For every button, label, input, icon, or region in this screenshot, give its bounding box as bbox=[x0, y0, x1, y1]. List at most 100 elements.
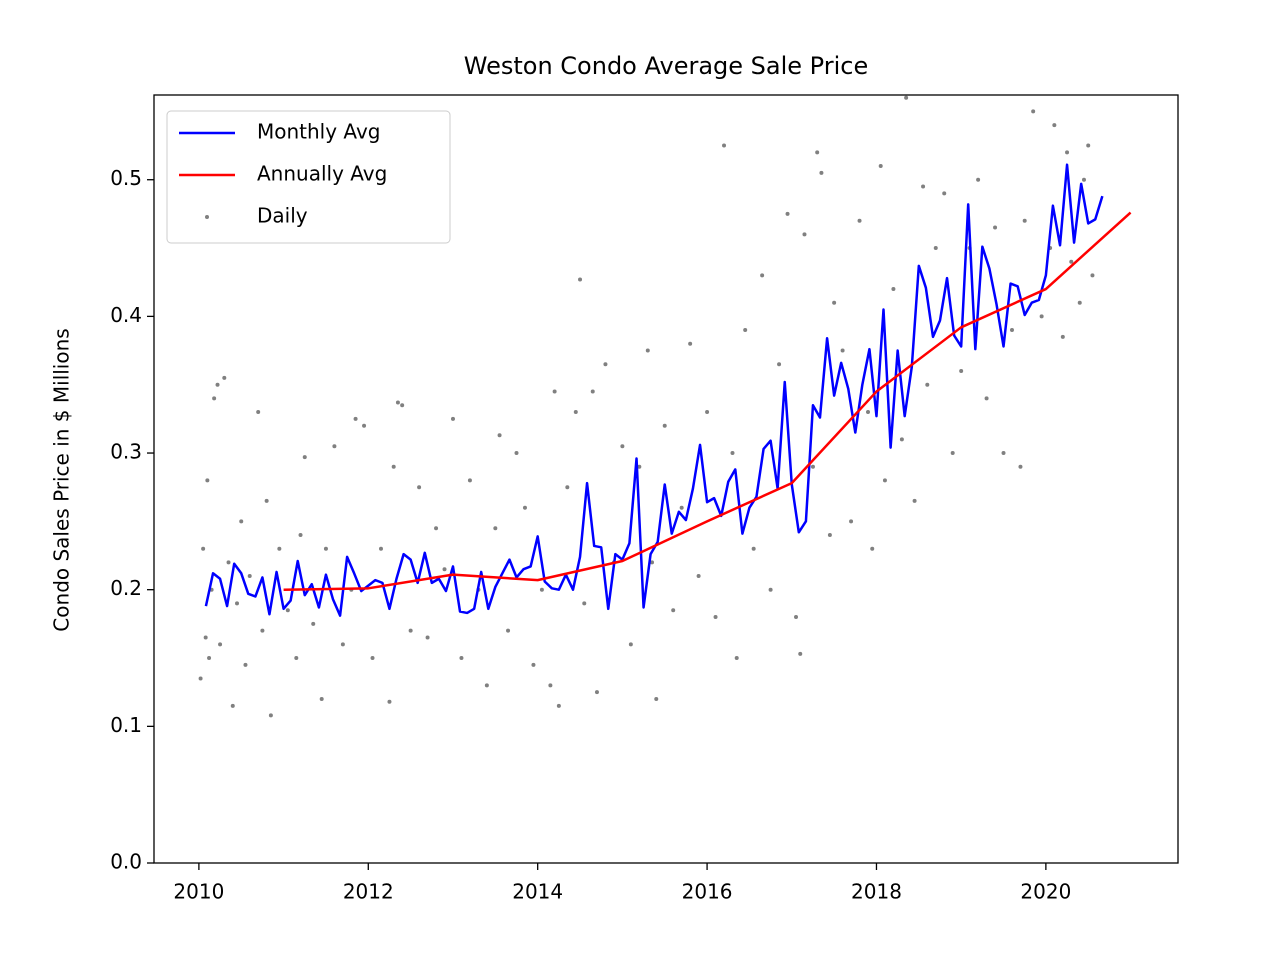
daily-point bbox=[218, 642, 223, 647]
daily-point bbox=[573, 410, 578, 415]
daily-point bbox=[268, 713, 273, 718]
legend-label: Annually Avg bbox=[257, 162, 387, 186]
daily-point bbox=[650, 560, 655, 565]
daily-point bbox=[1039, 314, 1044, 319]
daily-point bbox=[362, 423, 367, 428]
y-tick-label: 0.3 bbox=[110, 440, 142, 464]
daily-point bbox=[378, 546, 383, 551]
plot bbox=[198, 95, 1132, 718]
daily-point bbox=[1081, 177, 1086, 182]
daily-point bbox=[207, 656, 212, 661]
y-tick-label: 0.5 bbox=[110, 166, 142, 190]
daily-point bbox=[819, 170, 824, 175]
daily-point bbox=[1060, 334, 1065, 339]
daily-point bbox=[395, 400, 400, 405]
daily-point bbox=[205, 478, 210, 483]
daily-point bbox=[277, 546, 282, 551]
daily-point bbox=[832, 300, 837, 305]
daily-point bbox=[260, 628, 265, 633]
daily-point bbox=[815, 150, 820, 155]
daily-point bbox=[590, 389, 595, 394]
daily-point bbox=[899, 437, 904, 442]
daily-point bbox=[539, 587, 544, 592]
daily-point bbox=[794, 615, 799, 620]
y-tick-label: 0.1 bbox=[110, 713, 142, 737]
daily-point bbox=[722, 143, 727, 148]
x-tick-label: 2010 bbox=[173, 880, 224, 904]
daily-point bbox=[340, 642, 345, 647]
series-line bbox=[283, 211, 1132, 591]
daily-point bbox=[798, 651, 803, 656]
daily-point bbox=[497, 433, 502, 438]
daily-point bbox=[400, 403, 405, 408]
daily-point bbox=[654, 697, 659, 702]
daily-point bbox=[671, 608, 676, 613]
x-tick-label: 2014 bbox=[512, 880, 563, 904]
daily-point bbox=[531, 662, 536, 667]
daily-point bbox=[1090, 273, 1095, 278]
x-tick-label: 2020 bbox=[1020, 880, 1071, 904]
daily-point bbox=[921, 184, 926, 189]
daily-point bbox=[912, 498, 917, 503]
daily-point bbox=[594, 690, 599, 695]
daily-point bbox=[942, 191, 947, 196]
daily-point bbox=[493, 526, 498, 531]
daily-point bbox=[256, 410, 261, 415]
daily-point bbox=[556, 703, 561, 708]
daily-point bbox=[239, 519, 244, 524]
legend-swatch bbox=[205, 215, 209, 219]
daily-point bbox=[950, 451, 955, 456]
daily-point bbox=[840, 348, 845, 353]
daily-point bbox=[264, 498, 269, 503]
daily-point bbox=[459, 656, 464, 661]
daily-point bbox=[522, 505, 527, 510]
daily-point bbox=[645, 348, 650, 353]
daily-point bbox=[857, 218, 862, 223]
daily-point bbox=[311, 621, 316, 626]
daily-point bbox=[319, 697, 324, 702]
daily-point bbox=[620, 444, 625, 449]
daily-point bbox=[226, 560, 231, 565]
daily-point bbox=[870, 546, 875, 551]
daily-point bbox=[1069, 259, 1074, 264]
daily-point bbox=[751, 546, 756, 551]
daily-point bbox=[212, 396, 217, 401]
daily-point bbox=[1018, 464, 1023, 469]
daily-point bbox=[230, 703, 235, 708]
daily-point bbox=[548, 683, 553, 688]
daily-point bbox=[353, 416, 358, 421]
daily-point bbox=[878, 164, 883, 169]
daily-point bbox=[578, 277, 583, 282]
daily-point bbox=[637, 464, 642, 469]
daily-point bbox=[679, 505, 684, 510]
daily-point bbox=[484, 683, 489, 688]
daily-point bbox=[802, 232, 807, 237]
daily-point bbox=[582, 601, 587, 606]
daily-point bbox=[417, 485, 422, 490]
y-tick-label: 0.2 bbox=[110, 576, 142, 600]
series-line bbox=[204, 163, 1104, 617]
daily-point bbox=[768, 587, 773, 592]
daily-point bbox=[705, 410, 710, 415]
daily-point bbox=[450, 416, 455, 421]
daily-point bbox=[976, 177, 981, 182]
daily-point bbox=[391, 464, 396, 469]
daily-point bbox=[849, 519, 854, 524]
daily-point bbox=[506, 628, 511, 633]
daily-point bbox=[628, 642, 633, 647]
daily-point bbox=[467, 478, 472, 483]
daily-point bbox=[713, 615, 718, 620]
daily-point bbox=[1022, 218, 1027, 223]
daily-point bbox=[959, 369, 964, 374]
daily-point bbox=[201, 546, 206, 551]
y-tick-label: 0.4 bbox=[110, 303, 142, 327]
daily-point bbox=[827, 533, 832, 538]
daily-point bbox=[1001, 451, 1006, 456]
chart-title: Weston Condo Average Sale Price bbox=[464, 52, 868, 80]
daily-point bbox=[243, 662, 248, 667]
daily-point bbox=[777, 362, 782, 367]
daily-point bbox=[285, 608, 290, 613]
daily-point bbox=[294, 656, 299, 661]
legend-label: Daily bbox=[257, 204, 308, 228]
